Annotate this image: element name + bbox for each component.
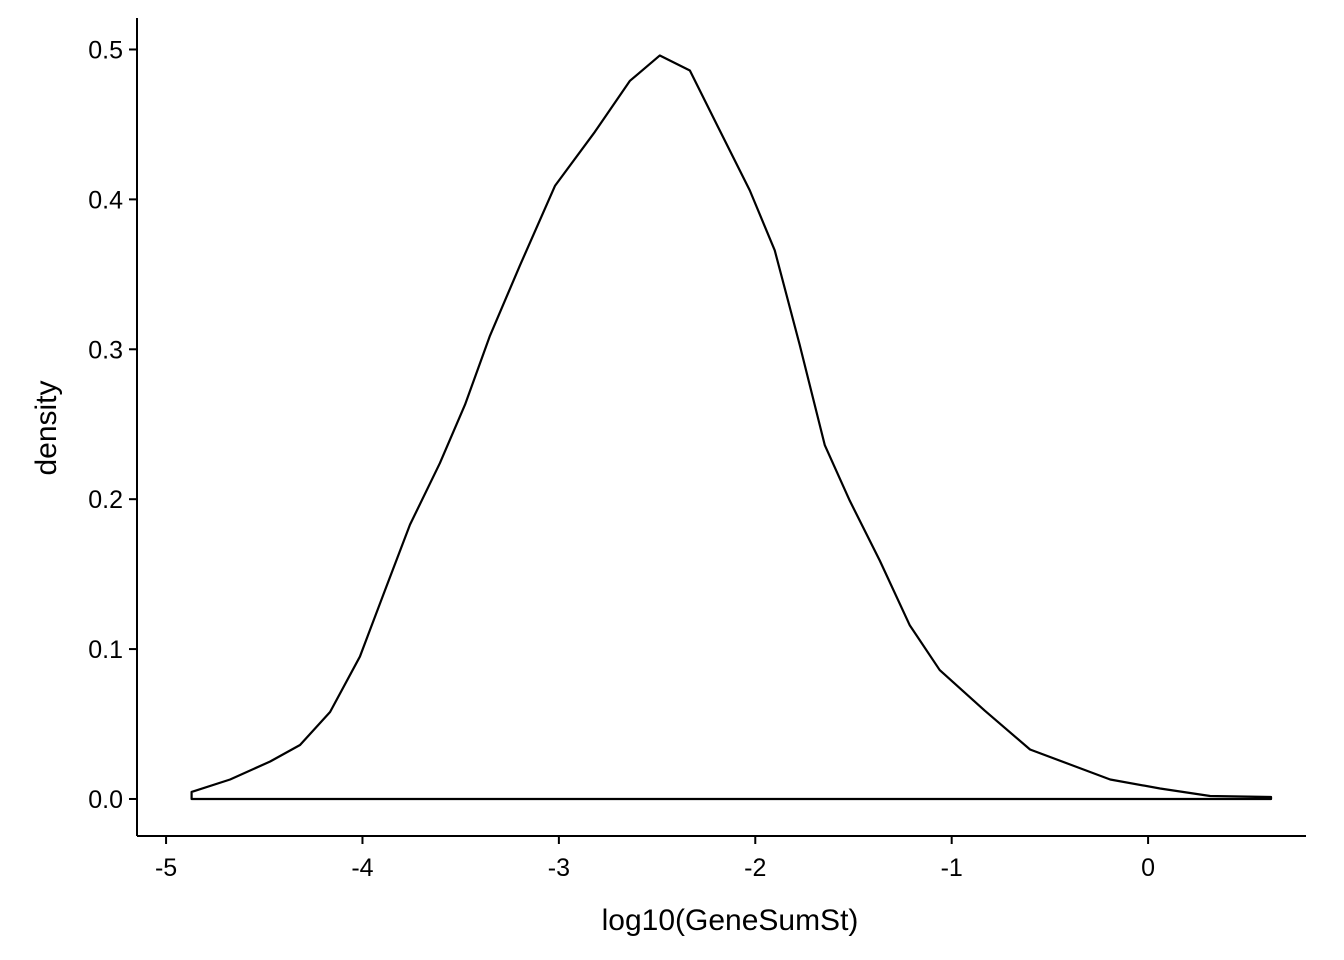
x-tick-label: -1 <box>941 854 963 882</box>
y-tick-label: 0.2 <box>88 486 123 514</box>
x-tick-label: -5 <box>155 854 177 882</box>
density-area <box>190 54 1273 801</box>
x-tick-label: -2 <box>744 854 766 882</box>
x-tick-label: 0 <box>1141 854 1155 882</box>
y-tick-label: 0.4 <box>88 186 123 214</box>
y-tick-label: 0.0 <box>88 786 123 814</box>
x-tick-label: -4 <box>351 854 373 882</box>
y-tick-label: 0.5 <box>88 36 123 64</box>
x-axis-title: log10(GeneSumSt) <box>602 904 859 937</box>
x-tick-label: -3 <box>548 854 570 882</box>
y-tick-label: 0.1 <box>88 636 123 664</box>
y-tick-label: 0.3 <box>88 336 123 364</box>
y-axis-title: density <box>30 380 63 475</box>
